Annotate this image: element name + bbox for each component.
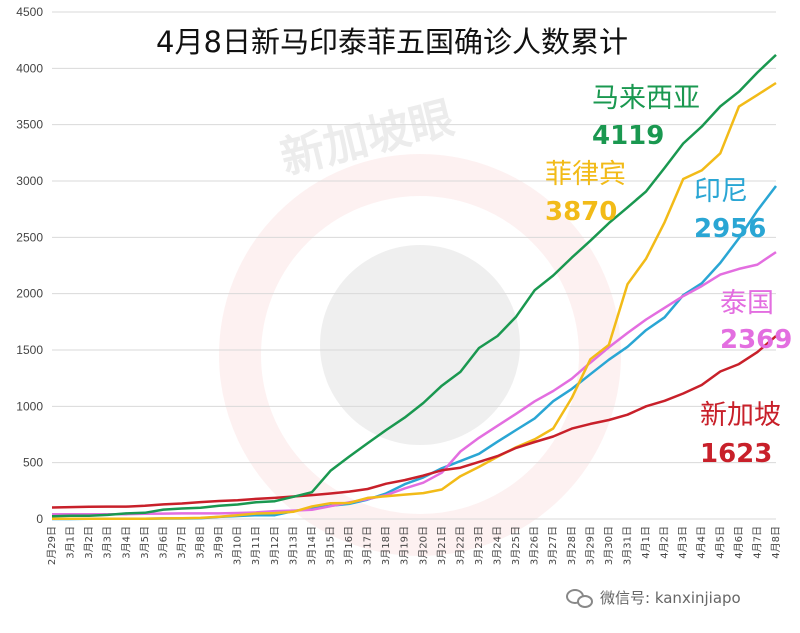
x-tick-label: 3月31日: [621, 526, 633, 565]
x-tick-label: 3月21日: [436, 526, 448, 565]
x-tick-label: 3月14日: [306, 526, 318, 565]
y-tick-label: 0: [36, 512, 43, 526]
x-tick-label: 3月27日: [547, 526, 559, 565]
x-tick-label: 4月8日: [770, 526, 782, 559]
series-value-label: 1623: [700, 439, 772, 469]
x-tick-label: 3月15日: [324, 526, 336, 565]
x-tick-label: 4月2日: [659, 526, 671, 559]
series-line: [52, 81, 777, 520]
x-tick-label: 3月26日: [529, 526, 541, 565]
x-tick-label: 3月18日: [380, 526, 392, 565]
x-tick-label: 3月22日: [454, 526, 466, 565]
x-tick-label: 4月1日: [640, 526, 652, 559]
x-tick-label: 3月23日: [473, 526, 485, 565]
footer-label: 微信号: kanxinjiapo: [600, 588, 741, 607]
x-tick-label: 3月17日: [362, 526, 374, 565]
series-name-label: 泰国: [720, 288, 774, 319]
y-tick-label: 4500: [16, 5, 43, 19]
y-tick-label: 1000: [16, 399, 43, 413]
watermark-disc: [320, 245, 520, 445]
y-tick-label: 3500: [16, 118, 43, 132]
x-tick-label: 3月28日: [566, 526, 578, 565]
x-tick-label: 3月1日: [65, 526, 77, 559]
x-tick-label: 3月24日: [492, 526, 504, 565]
x-tick-label: 4月6日: [733, 526, 745, 559]
y-tick-label: 2000: [16, 287, 43, 301]
series-lines: [51, 53, 777, 521]
y-axis: 0 500 1000 1500 2000 2500 3000 3500 4000 4500: [16, 5, 43, 526]
x-tick-label: 4月5日: [714, 526, 726, 559]
y-tick-label: 2500: [16, 230, 43, 244]
x-tick-label: 3月2日: [83, 526, 95, 559]
y-tick-label: 500: [23, 456, 43, 470]
series-name-label: 马来西亚: [592, 83, 700, 114]
series-value-label: 4119: [592, 121, 664, 151]
x-tick-label: 4月7日: [751, 526, 763, 559]
series-labels: 马来西亚 4119 菲律宾 3870 印尼 2956 泰国 2369 新加坡 1623: [545, 83, 792, 469]
x-axis: 2月29日 3月1日 3月2日 3月3日 3月4日 3月5日 3月6日 3月7日 3月8日 3月9…: [46, 526, 782, 565]
series-line: [52, 251, 777, 516]
series-line: [51, 53, 777, 518]
y-tick-label: 3000: [16, 174, 43, 188]
series-name-label: 新加坡: [700, 400, 781, 431]
series-value-label: 3870: [545, 197, 617, 227]
x-tick-label: 3月11日: [250, 526, 262, 565]
x-tick-label: 4月4日: [696, 526, 708, 559]
x-tick-label: 3月6日: [157, 526, 169, 559]
series-value-label: 2369: [720, 325, 792, 355]
x-tick-label: 3月4日: [120, 526, 132, 559]
x-tick-label: 3月5日: [139, 526, 151, 559]
series-line: [51, 335, 777, 509]
x-tick-label: 3月13日: [287, 526, 299, 565]
x-tick-label: 3月12日: [269, 526, 281, 565]
x-tick-label: 4月3日: [677, 526, 689, 559]
x-tick-label: 3月30日: [603, 526, 615, 565]
wechat-icon: [566, 588, 594, 608]
x-tick-label: 3月3日: [102, 526, 114, 559]
x-tick-label: 3月25日: [510, 526, 522, 565]
y-tick-label: 4000: [16, 61, 43, 75]
x-tick-label: 3月8日: [195, 526, 207, 559]
x-tick-label: 3月7日: [176, 526, 188, 559]
x-tick-label: 3月19日: [399, 526, 411, 565]
chart-title: 4月8日新马印泰菲五国确诊人数累计: [156, 25, 628, 59]
series-value-label: 2956: [694, 214, 766, 244]
y-tick-label: 1500: [16, 343, 43, 357]
series-name-label: 菲律宾: [545, 159, 626, 190]
x-tick-label: 3月10日: [232, 526, 244, 565]
x-tick-label: 3月20日: [417, 526, 429, 565]
footer: 微信号: kanxinjiapo: [566, 585, 741, 609]
x-tick-label: 2月29日: [46, 526, 58, 565]
x-tick-label: 3月16日: [343, 526, 355, 565]
x-tick-label: 3月29日: [584, 526, 596, 565]
x-tick-label: 3月9日: [213, 526, 225, 559]
series-name-label: 印尼: [694, 176, 748, 207]
